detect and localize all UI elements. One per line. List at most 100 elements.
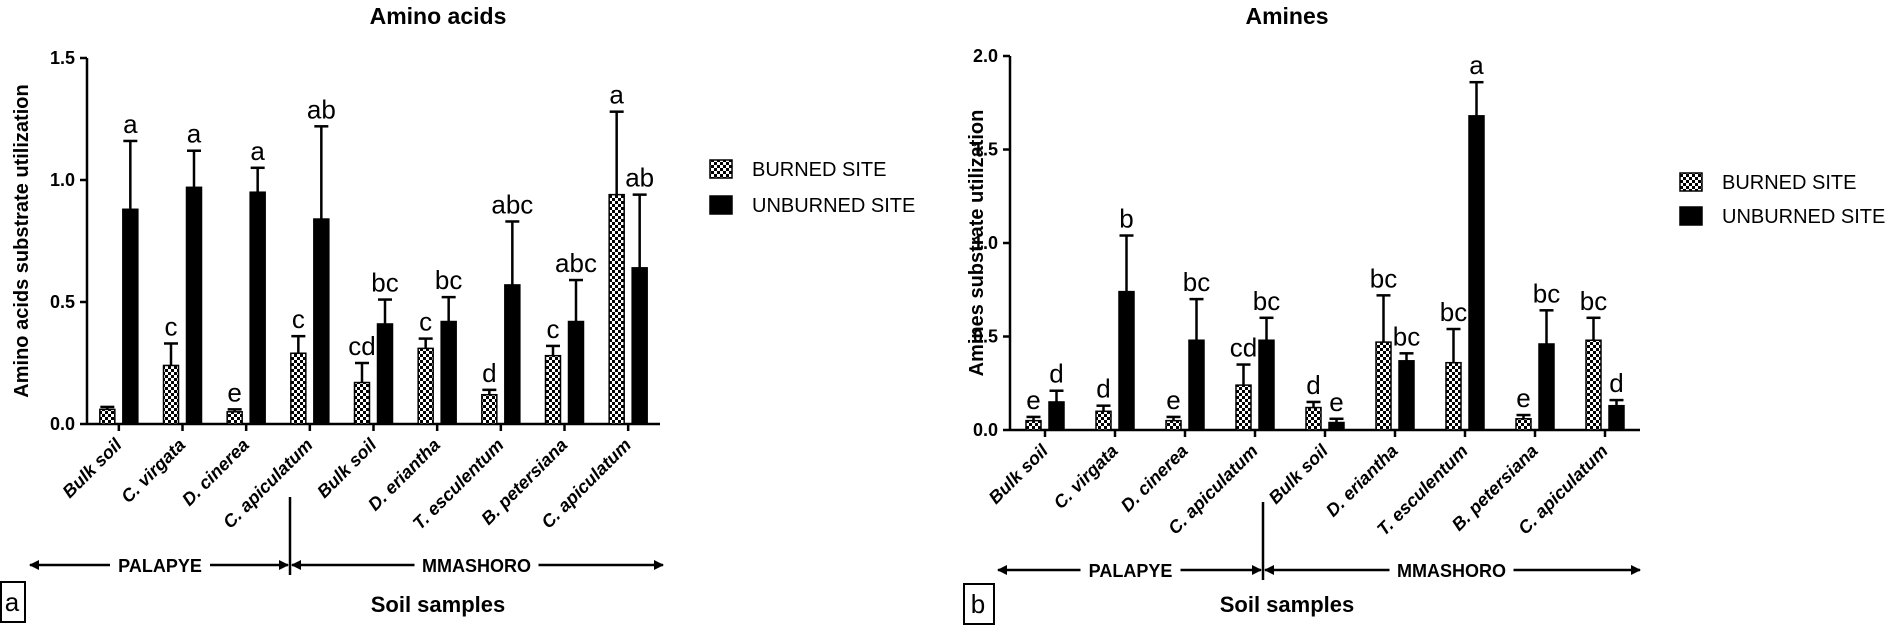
y-tick-label: 0.0: [973, 420, 998, 440]
y-tick-label: 1.5: [50, 48, 75, 68]
significance-letter: a: [609, 80, 624, 110]
group-label-bg: [414, 553, 539, 577]
legend-label: BURNED SITE: [1722, 172, 1856, 194]
bar-burned: [544, 354, 562, 425]
x-axis-label: Soil samples: [1220, 592, 1355, 617]
legend-swatch-unburned: [709, 195, 733, 215]
significance-letter: e: [1329, 387, 1343, 417]
bar-burned: [608, 193, 625, 425]
significance-letter: e: [378, 394, 392, 424]
chart-panel-b: Amines 0.0 0.5 1.0 1.5 2.0 Amines substrate ut…: [963, 3, 1885, 625]
significance-letter: a: [1469, 50, 1484, 80]
bar-burned: [417, 347, 434, 425]
significance-letter: abc: [491, 189, 533, 219]
x-tick-label: Bulk soil: [58, 434, 126, 502]
group-label-mmashoro: MMASHORO: [422, 556, 531, 576]
bar-unburned: [1468, 115, 1485, 431]
y-tick-label: 0.5: [50, 292, 75, 312]
y-tick-label: 2.0: [973, 46, 998, 66]
legend-swatch-burned: [709, 159, 733, 179]
group-label-palapye: PALAPYE: [118, 556, 202, 576]
y-tick-label: 0.5: [973, 327, 998, 347]
significance-letter: bc: [1253, 286, 1280, 316]
bar-burned: [290, 352, 307, 425]
significance-letter: d: [1049, 359, 1063, 389]
significance-letter: ab: [625, 163, 654, 193]
significance-letter: e: [1166, 385, 1180, 415]
bar-unburned: [1188, 339, 1205, 431]
bar-unburned: [1258, 339, 1275, 431]
bar-burned: [1515, 418, 1532, 431]
significance-letter: e: [1516, 383, 1530, 413]
bar-burned: [481, 393, 498, 425]
significance-letter: b: [1119, 204, 1133, 234]
legend-label: BURNED SITE: [752, 159, 886, 181]
bar-burned: [1025, 419, 1042, 431]
significance-letter: bc: [1440, 297, 1467, 327]
significance-letter: a: [123, 109, 138, 139]
bar-burned: [1375, 341, 1392, 431]
bar-burned: [1095, 410, 1112, 431]
significance-letter: bc: [1580, 286, 1607, 316]
x-tick-label: Bulk soil: [985, 440, 1053, 508]
significance-letter: bc: [1533, 278, 1560, 308]
panel-label: b: [971, 589, 985, 619]
legend-label: UNBURNED SITE: [1722, 206, 1885, 228]
bar-burned: [99, 408, 116, 425]
x-axis-label: Soil samples: [371, 592, 506, 617]
group-label-bg: [110, 553, 210, 577]
bar-burned: [1585, 339, 1602, 431]
bar-unburned: [1398, 360, 1415, 431]
significance-letter: bc: [371, 268, 398, 298]
group-label-mmashoro: MMASHORO: [1397, 561, 1506, 581]
chart-panel-a: Amino acids 0.0 0.5 1.0 1.5 Amino acids subst…: [0, 3, 915, 623]
legend-label: UNBURNED SITE: [752, 195, 915, 217]
panel-label-box: [0, 581, 26, 623]
significance-letter: a: [250, 136, 265, 166]
bar-burned: [1165, 419, 1182, 431]
y-tick-label: 0.0: [50, 414, 75, 434]
significance-letter: c: [419, 307, 432, 337]
significance-letter: c: [292, 304, 305, 334]
significance-letter: c: [547, 314, 560, 344]
bar-unburned: [122, 208, 139, 425]
significance-letter: d: [1609, 368, 1623, 398]
y-tick-label: 1.5: [973, 140, 998, 160]
group-label-bg: [1389, 558, 1514, 582]
panel-label-box: [963, 583, 995, 625]
significance-letter: d: [1306, 370, 1320, 400]
significance-letter: e: [1026, 385, 1040, 415]
legend-swatch-burned: [1679, 172, 1703, 192]
x-tick-label: Bulk soil: [313, 434, 381, 502]
bar-burned: [1305, 406, 1322, 431]
significance-letter: ab: [307, 94, 336, 124]
chart-title: Amines: [1245, 3, 1328, 29]
y-tick-label: 1.0: [973, 233, 998, 253]
bar-burned: [353, 381, 371, 425]
bar-unburned: [1328, 421, 1345, 431]
bar-unburned: [185, 186, 203, 425]
bar-unburned: [1608, 404, 1625, 431]
panel-label: a: [5, 587, 20, 617]
bar-burned: [162, 364, 180, 425]
significance-letter: c: [165, 311, 178, 341]
y-tick-label: 1.0: [50, 170, 75, 190]
bar-burned: [1235, 384, 1252, 431]
significance-letter: e: [227, 377, 241, 407]
x-tick-label: D. cinerea: [1117, 441, 1192, 516]
significance-letter: a: [187, 119, 202, 149]
group-label-palapye: PALAPYE: [1089, 561, 1173, 581]
significance-letter: bc: [435, 265, 462, 295]
chart-title: Amino acids: [370, 3, 507, 29]
significance-letter: d: [1096, 374, 1110, 404]
bar-unburned: [313, 218, 330, 425]
x-tick-label: Bulk soil: [1265, 440, 1333, 508]
bar-burned: [1445, 361, 1462, 431]
significance-letter: bc: [1183, 267, 1210, 297]
bar-unburned: [1048, 401, 1065, 431]
significance-letter: bc: [1393, 321, 1420, 351]
bar-unburned: [440, 320, 457, 425]
significance-letter: bc: [1370, 263, 1397, 293]
bar-unburned: [249, 191, 266, 425]
